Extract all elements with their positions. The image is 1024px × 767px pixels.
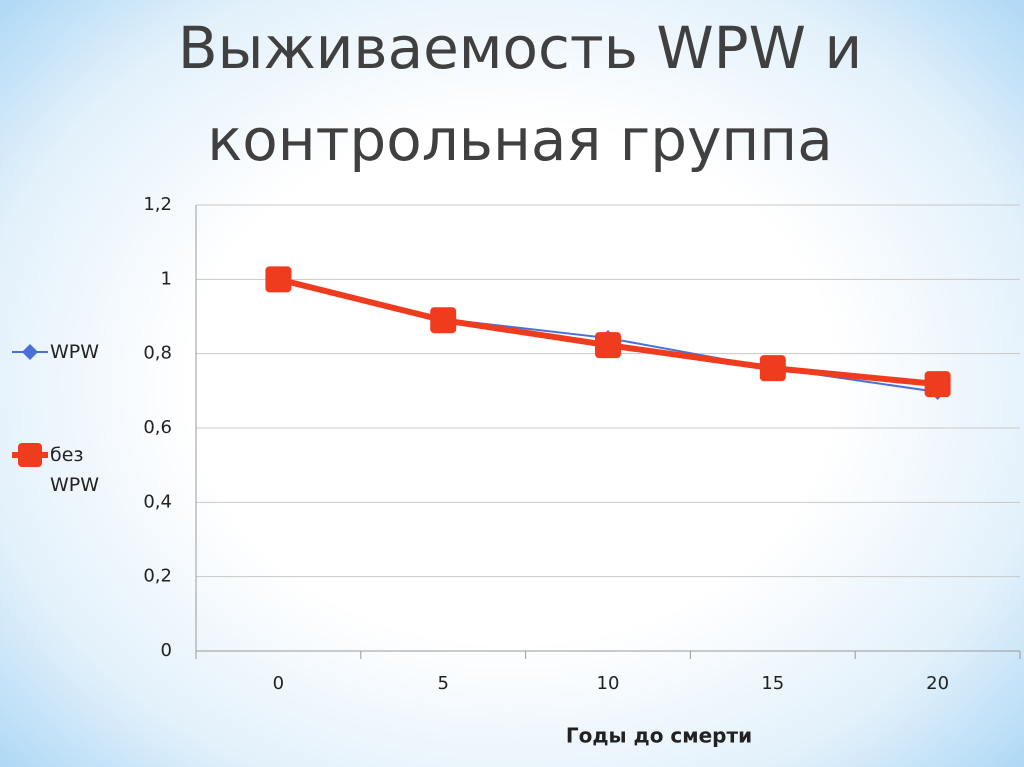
x-tick-label: 15 (761, 673, 784, 694)
y-tick-label: 0 (161, 640, 172, 661)
y-tick-label: 0,2 (143, 566, 172, 587)
y-tick-label: 1,2 (143, 194, 172, 215)
x-tick-label: 10 (597, 673, 620, 694)
y-tick-label: 1 (161, 268, 172, 289)
marker (759, 355, 786, 382)
y-tick-label: 0,6 (143, 417, 172, 438)
x-tick-label: 20 (926, 673, 949, 694)
chart-title: Выживаемость WPW и контрольная группа (177, 14, 863, 174)
y-tick-label: 0,8 (143, 343, 172, 364)
legend-label: без WPW (50, 444, 100, 496)
marker (595, 332, 621, 359)
marker (924, 371, 951, 398)
y-tick-label: 0,4 (143, 491, 172, 512)
marker (430, 307, 457, 334)
marker (265, 266, 292, 293)
legend-key (22, 344, 38, 360)
legend-label: WPW (50, 341, 100, 363)
x-axis-title: Годы до смерти (566, 724, 752, 748)
x-tick-label: 5 (437, 673, 448, 694)
x-tick-label: 0 (273, 673, 284, 694)
legend-key (18, 443, 42, 467)
